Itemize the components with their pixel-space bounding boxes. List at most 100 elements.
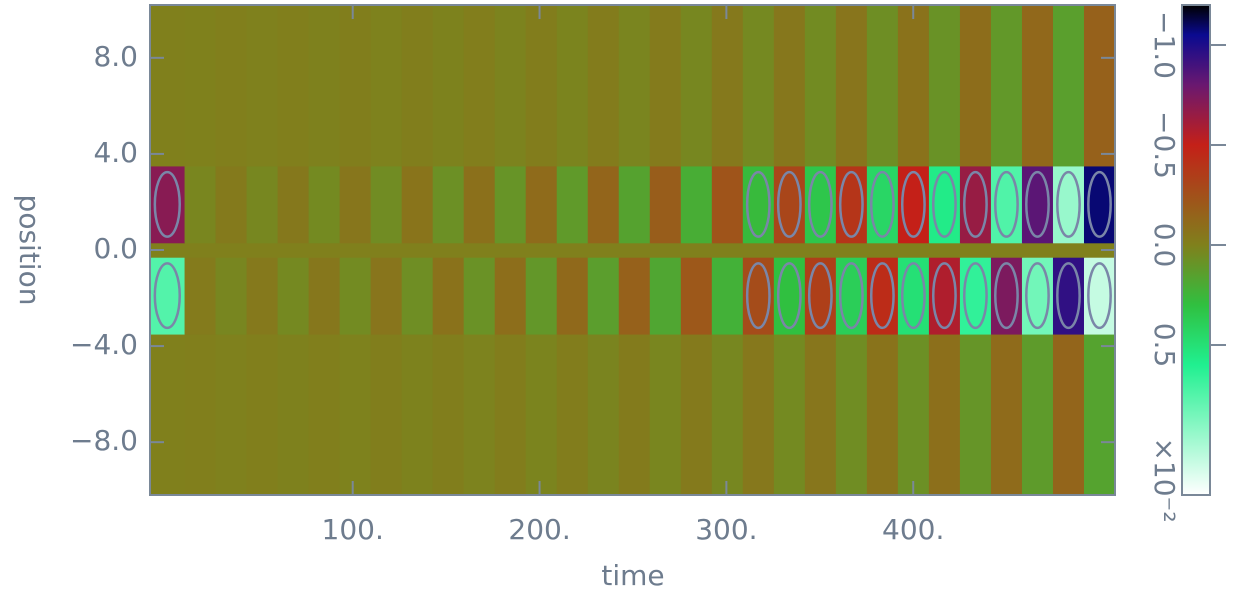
heatmap-cell <box>742 334 775 496</box>
heatmap-cell <box>308 334 341 496</box>
y-tick-label: 4.0 <box>93 136 138 169</box>
colorbar-tick-label: 0.5 <box>1148 323 1181 368</box>
heatmap-cell <box>835 334 868 496</box>
heatmap-cell <box>1052 5 1085 167</box>
heatmap-cell <box>463 165 496 244</box>
heatmap-cell <box>401 5 434 167</box>
heatmap-cell <box>277 242 310 258</box>
colorbar-label: ×10⁻² <box>1148 437 1181 522</box>
contour <box>869 262 895 330</box>
heatmap-cell <box>150 5 186 167</box>
heatmap-cell <box>680 334 713 496</box>
heatmap-cell <box>649 242 682 258</box>
heatmap-cell <box>246 5 279 167</box>
contour <box>153 262 181 330</box>
x-tick-label: 400. <box>882 513 944 546</box>
y-axis-label: position <box>13 195 46 306</box>
colorbar-tick-label: −1.0 <box>1148 11 1181 79</box>
contour <box>1087 262 1112 330</box>
heatmap-cell <box>494 242 527 258</box>
contour <box>900 170 926 238</box>
heatmap-cell <box>711 165 744 244</box>
heatmap-cell <box>150 334 186 496</box>
x-tick-label: 300. <box>695 513 757 546</box>
heatmap-cell <box>556 257 589 335</box>
heatmap-cell <box>215 257 248 335</box>
heatmap-cell <box>370 242 403 258</box>
heatmap-cell <box>215 5 248 167</box>
colorbar-tick-label: −0.5 <box>1148 111 1181 179</box>
contour <box>776 170 802 238</box>
heatmap-cell <box>680 242 713 258</box>
colorbar <box>1182 5 1210 495</box>
heatmap-cell <box>835 5 868 167</box>
heatmap-cell <box>990 334 1023 496</box>
heatmap-cell <box>277 334 310 496</box>
heatmap-cell <box>525 334 558 496</box>
y-tick-label: −4.0 <box>70 328 138 361</box>
heatmap-cell <box>494 5 527 167</box>
heatmap-cell <box>990 5 1023 167</box>
heatmap-cell <box>339 5 372 167</box>
heatmap-cell <box>463 242 496 258</box>
contour <box>776 262 802 330</box>
heatmap-cell <box>494 165 527 244</box>
heatmap-cell <box>370 334 403 496</box>
heatmap-cell <box>184 165 217 244</box>
heatmap-cell <box>277 257 310 335</box>
heatmap-cell <box>308 257 341 335</box>
heatmap-cell <box>1083 334 1116 496</box>
heatmap-cell <box>866 334 899 496</box>
heatmap-cell <box>184 257 217 335</box>
heatmap-cell <box>804 242 837 258</box>
heatmap-cell <box>246 334 279 496</box>
heatmap-cell <box>618 257 651 335</box>
heatmap-cell <box>556 242 589 258</box>
contour <box>838 170 864 238</box>
contour <box>869 170 895 238</box>
heatmap-cell <box>370 257 403 335</box>
heatmap-cell <box>463 334 496 496</box>
heatmap-cell <box>463 257 496 335</box>
heatmap-cell <box>1021 242 1054 258</box>
contour <box>1056 170 1081 238</box>
heatmap-cell <box>150 242 186 258</box>
contour <box>932 170 957 238</box>
y-tick-label: −8.0 <box>70 424 138 457</box>
heatmap-cell <box>1083 242 1116 258</box>
heatmap-cell <box>556 334 589 496</box>
contour <box>900 262 926 330</box>
heatmap-cell <box>308 242 341 258</box>
heatmap-cell <box>432 334 465 496</box>
heatmap-cell <box>711 242 744 258</box>
contour <box>745 262 771 330</box>
heatmap-cell <box>308 165 341 244</box>
heatmap-cell <box>215 242 248 258</box>
heatmap-cell <box>711 257 744 335</box>
heatmap-cell <box>618 165 651 244</box>
heatmap-cell <box>649 165 682 244</box>
heatmap-cell <box>587 165 620 244</box>
heatmap-cell <box>308 5 341 167</box>
heatmap-cell <box>339 334 372 496</box>
heatmap-cell <box>215 334 248 496</box>
heatmap-cell <box>618 5 651 167</box>
colorbar-frame <box>1181 4 1211 496</box>
heatmap-cell <box>680 257 713 335</box>
heatmap-cell <box>773 334 806 496</box>
contour <box>807 170 833 238</box>
heatmap-cell <box>215 165 248 244</box>
contour <box>1025 170 1050 238</box>
heatmap-cell <box>401 334 434 496</box>
heatmap-cell <box>587 257 620 335</box>
heatmap-cell <box>866 242 899 258</box>
heatmap-cell <box>618 242 651 258</box>
heatmap-cell <box>711 334 744 496</box>
heatmap-cell <box>184 334 217 496</box>
heatmap-cell <box>928 334 961 496</box>
heatmap-cell <box>649 334 682 496</box>
x-tick-label: 100. <box>322 513 384 546</box>
heatmap-cell <box>246 257 279 335</box>
heatmap-cell <box>959 5 992 167</box>
